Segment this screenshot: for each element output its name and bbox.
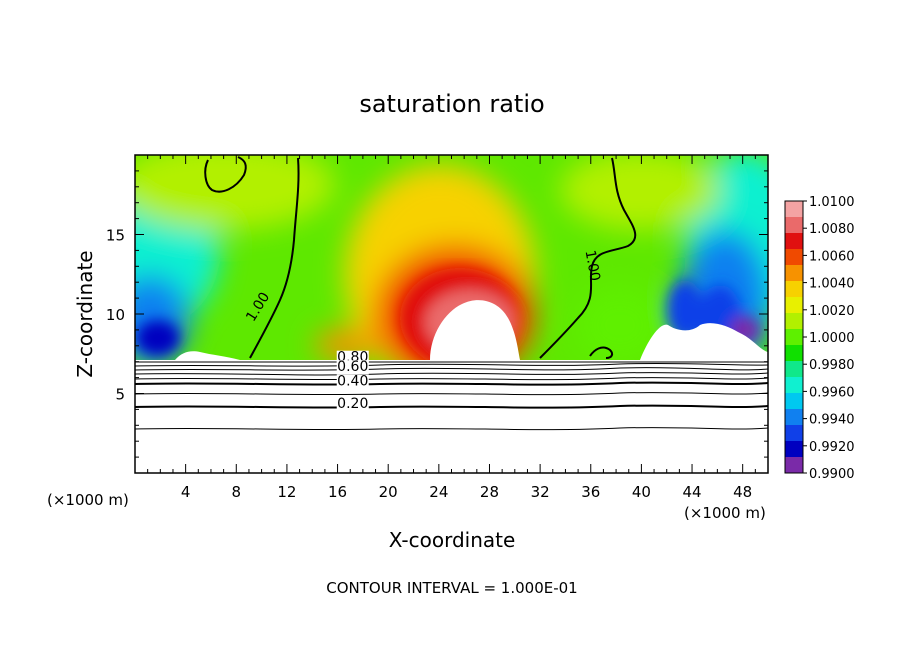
colorbar-swatch [785,425,803,442]
x-unit-left: (×1000 m) [47,491,129,509]
y-tick-label: 10 [106,306,125,324]
contour-label-bg [336,374,369,389]
colorbar-tick-label: 0.9960 [809,385,855,400]
x-axis: 4 8 12 16 20 24 28 32 36 40 44 48 [147,155,756,501]
colorbar-swatch [785,233,803,250]
x-tick-label: 36 [581,483,600,501]
colorbar-tick-label: 1.0040 [809,277,855,292]
x-tick-label: 32 [531,483,550,501]
colorbar-tick-label: 1.0020 [809,304,855,319]
heatmap-field [135,155,768,473]
colorbar-tick-label: 1.0060 [809,249,855,264]
x-tick-label: 12 [277,483,296,501]
contour-label: 0.60 [336,359,369,375]
colorbar-tick-label: 0.9920 [809,440,855,455]
colorbar-swatch [785,361,803,378]
colorbar-tick-label: 0.9980 [809,358,855,373]
contour-label-text: 0.60 [337,359,368,375]
colorbar-swatch [785,297,803,314]
y-axis-label: Z-coordinate [73,250,97,377]
colorbar-tick-label: 1.0100 [809,195,855,210]
x-tick-label: 40 [632,483,651,501]
contour-label: 0.40 [336,374,369,390]
colorbar-swatch [785,409,803,426]
x-tick-label: 4 [181,483,191,501]
colorbar-swatch [785,377,803,394]
y-tick-label: 15 [106,227,125,245]
contour-label-bg [336,396,369,411]
colorbar-swatch [785,313,803,330]
colorbar-swatch [785,441,803,458]
x-axis-label: X-coordinate [389,528,516,552]
colorbar-tick-label: 0.9900 [809,467,855,482]
colorbar-swatch [785,201,803,218]
contour-label: 0.20 [336,396,369,412]
contour-label-text: 1.00 [582,249,603,282]
colorbar: 1.0100 1.0080 1.0060 1.0040 1.0020 1.0000 0.99… [784,195,855,482]
x-tick-label: 44 [682,483,701,501]
contour-label-bg [336,360,369,375]
x-tick-label: 28 [480,483,499,501]
x-tick-label: 16 [328,483,347,501]
x-tick-label: 48 [733,483,752,501]
colorbar-tick-label: 1.0080 [809,222,855,237]
colorbar-swatch [785,345,803,362]
x-tick-label: 8 [232,483,242,501]
y-tick-label: 5 [115,386,125,404]
colorbar-swatch [785,265,803,282]
x-tick-label: 20 [379,483,398,501]
colorbar-swatch [785,217,803,234]
contour-label: 1.00 [582,249,603,282]
contour-interval-note: CONTOUR INTERVAL = 1.000E-01 [326,579,577,597]
x-tick-label: 24 [429,483,448,501]
colorbar-swatch [785,249,803,266]
contour-lines [135,156,768,431]
x-unit-right: (×1000 m) [684,504,766,522]
contour-label-text: 0.20 [337,396,368,412]
colorbar-swatch [785,329,803,346]
colorbar-swatch [785,457,803,474]
contour-label-text: 0.40 [337,374,368,390]
chart-title: saturation ratio [359,90,544,118]
colorbar-tick-label: 0.9940 [809,413,855,428]
colorbar-swatch [785,393,803,410]
colorbar-swatch [785,281,803,298]
colorbar-tick-label: 1.0000 [809,331,855,346]
y-axis: 5 10 15 [106,170,768,458]
